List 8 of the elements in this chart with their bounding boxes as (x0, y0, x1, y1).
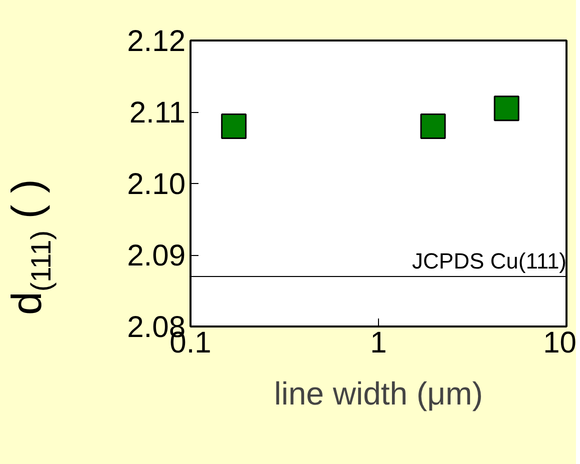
y-tick-label: 2.09 (127, 240, 186, 272)
x-axis-title: line width (μm) (274, 376, 483, 412)
x-tick-label: 1 (370, 326, 387, 360)
x-tick-label: 10 (543, 326, 577, 360)
ref-line-label: JCPDS Cu(111) (412, 248, 566, 274)
y-tick-label: 2.10 (127, 168, 186, 201)
y-tick-label: 2.12 (127, 25, 186, 58)
y-tick-label: 2.11 (129, 96, 186, 130)
